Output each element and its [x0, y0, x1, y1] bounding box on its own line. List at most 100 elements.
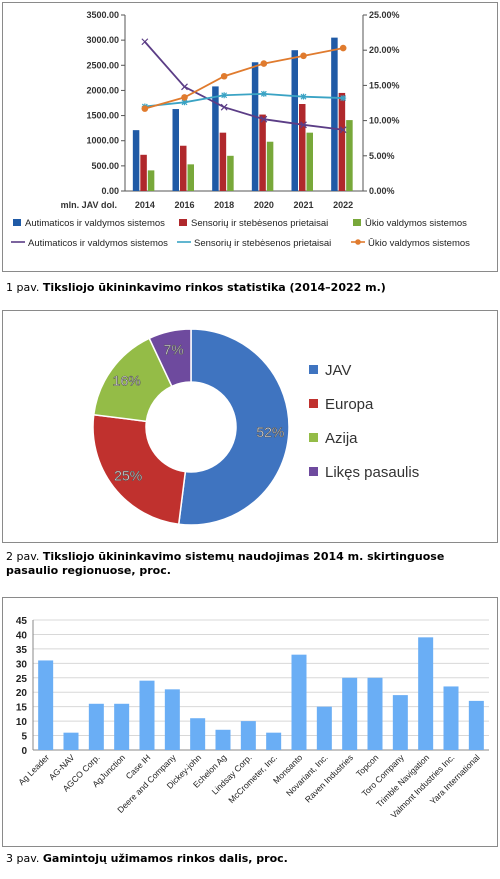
bar-Dickey-john	[190, 718, 206, 750]
line-point-2	[221, 92, 228, 99]
pie-value-label: 7%	[164, 341, 184, 357]
region-pie-chart: 52% 25% 16% 7% JAV Europa Azija Likęs pasaulis	[92, 328, 419, 526]
x-axis-prefix: mln. JAV dol.	[61, 200, 117, 210]
legend-swatch-Europa	[309, 399, 318, 408]
bar-3-2022	[346, 120, 353, 191]
pie-slice-JAV	[177, 328, 290, 526]
pie-slice-Europa	[92, 413, 187, 526]
bar-3-2020	[266, 141, 274, 191]
x-tick-label: 2016	[174, 200, 194, 210]
line-point-1	[220, 103, 228, 111]
legend-bar-label-3: Ūkio valdymos sistemos	[365, 218, 467, 229]
bar-Monsanto	[291, 654, 307, 750]
left-tick-label: 0.00	[101, 186, 119, 196]
bar-McCrometer, Inc.	[266, 732, 282, 750]
figure-3-number: 3 pav.	[6, 852, 40, 865]
y-tick-label: 15	[16, 703, 28, 714]
bar-3-2021	[306, 132, 313, 191]
line-series-1	[144, 41, 344, 131]
right-tick-label: 5.00%	[369, 151, 395, 161]
line-point-1	[300, 121, 307, 129]
line-series-3	[144, 47, 344, 110]
legend-line-label-3: Ūkio valdymos sistemos	[368, 238, 470, 249]
line-series-2	[144, 92, 344, 108]
y-tick-label: 25	[16, 674, 28, 685]
right-tick-label: 15.00%	[369, 80, 400, 90]
bar-3-2016	[187, 164, 194, 191]
y-tick-label: 20	[16, 688, 28, 699]
bar-1-2018	[212, 86, 219, 191]
y-tick-label: 45	[16, 616, 28, 627]
bar-1-2020	[251, 62, 259, 191]
bar-2-2016	[180, 145, 187, 191]
market-stats-chart: 0.00 500.00 1000.00 1500.00 2000.00 2500.00 30…	[11, 10, 470, 249]
x-tick-label: 2021	[293, 200, 313, 210]
legend-swatch-Azija	[309, 433, 318, 442]
bar-1-2021	[291, 50, 298, 192]
legend-line-label-1: Autimaticos ir valdymos sistemos	[28, 238, 168, 249]
left-tick-label: 2500.00	[86, 60, 119, 70]
legend-bar-swatch-2	[179, 219, 187, 226]
line-point-1	[260, 115, 268, 123]
bar-Deere and Company	[164, 689, 180, 750]
bar-Ag Leader	[38, 660, 54, 750]
legend-label-JAV: JAV	[325, 362, 351, 379]
line-point-1	[181, 83, 188, 91]
bar-1-2022	[331, 37, 338, 191]
legend-swatch-JAV	[309, 365, 318, 374]
bar-3-2014	[147, 170, 155, 191]
x-tick-label: 2022	[333, 200, 353, 210]
y-tick-label: 5	[21, 732, 27, 743]
bar-2-2014	[140, 154, 147, 191]
legend-bar-swatch-3	[353, 219, 361, 226]
line-point-1	[339, 126, 347, 134]
x-tick-label: 2014	[135, 200, 155, 210]
left-tick-label: 3500.00	[86, 10, 119, 20]
figure-2-caption: 2 pav. Tiksliojo ūkininkavimo sistemų na…	[6, 550, 486, 578]
line-point-3	[260, 60, 268, 67]
right-tick-label: 10.00%	[369, 116, 400, 126]
left-tick-label: 3000.00	[86, 35, 119, 45]
bar-Raven Industries	[342, 677, 358, 750]
figure-1-title: Tiksliojo ūkininkavimo rinkos statistika…	[42, 281, 386, 294]
bar-Toro Company	[392, 695, 408, 750]
figure-3-title: Gamintojų užimamos rinkos dalis, proc.	[42, 852, 288, 865]
line-point-2	[181, 99, 188, 106]
bar-Lindsay Corp.	[240, 721, 256, 750]
bar-2-2021	[299, 104, 306, 191]
figure-3-caption: 3 pav. Gamintojų užimamos rinkos dalis, …	[6, 852, 288, 866]
figure-2-title: Tiksliojo ūkininkavimo sistemų naudojima…	[6, 550, 445, 577]
legend-line-label-2: Sensorių ir stebėsenos prietaisai	[194, 238, 331, 249]
figure-1-panel: 0.00 500.00 1000.00 1500.00 2000.00 2500.00 30…	[2, 2, 498, 272]
legend-label-Likęs pasaulis: Likęs pasaulis	[325, 464, 419, 481]
legend-swatch-Likęs pasaulis	[309, 467, 318, 476]
bar-AG-NAV	[63, 732, 79, 750]
bar-Topcon	[367, 677, 383, 750]
y-tick-label: 30	[16, 659, 28, 670]
bar-Valmont Industries Inc.	[443, 686, 459, 750]
legend-bar-label-2: Sensorių ir stebėsenos prietaisai	[191, 218, 328, 229]
pie-value-label: 16%	[113, 372, 141, 388]
line-point-3	[220, 72, 228, 80]
bar-Yara International	[468, 700, 484, 750]
right-tick-label: 0.00%	[369, 186, 395, 196]
left-tick-label: 1000.00	[86, 136, 119, 146]
bar-Echelon Ag	[215, 729, 231, 750]
right-tick-label: 20.00%	[369, 45, 400, 55]
figure-3-panel: 0 5 10 15 20 25 30 35 40 45 Ag Leader AG-NAV AGCO Co…	[2, 597, 498, 847]
line-point-3	[141, 105, 149, 112]
legend-bar-label-1: Autimaticos ir valdymos sistemos	[25, 218, 165, 229]
y-tick-label: 0	[21, 746, 27, 757]
line-point-1	[141, 38, 149, 46]
line-point-3	[300, 52, 307, 60]
legend-bar-swatch-1	[13, 219, 21, 226]
figure-2-number: 2 pav.	[6, 550, 40, 563]
bar-2-2022	[338, 92, 346, 191]
line-point-2	[340, 95, 347, 102]
x-tick-label: 2020	[254, 200, 274, 210]
bar-AgJunction	[114, 703, 130, 750]
x-tick-label: 2018	[214, 200, 234, 210]
bar-2-2020	[259, 114, 266, 191]
y-tick-label: 35	[16, 645, 28, 656]
